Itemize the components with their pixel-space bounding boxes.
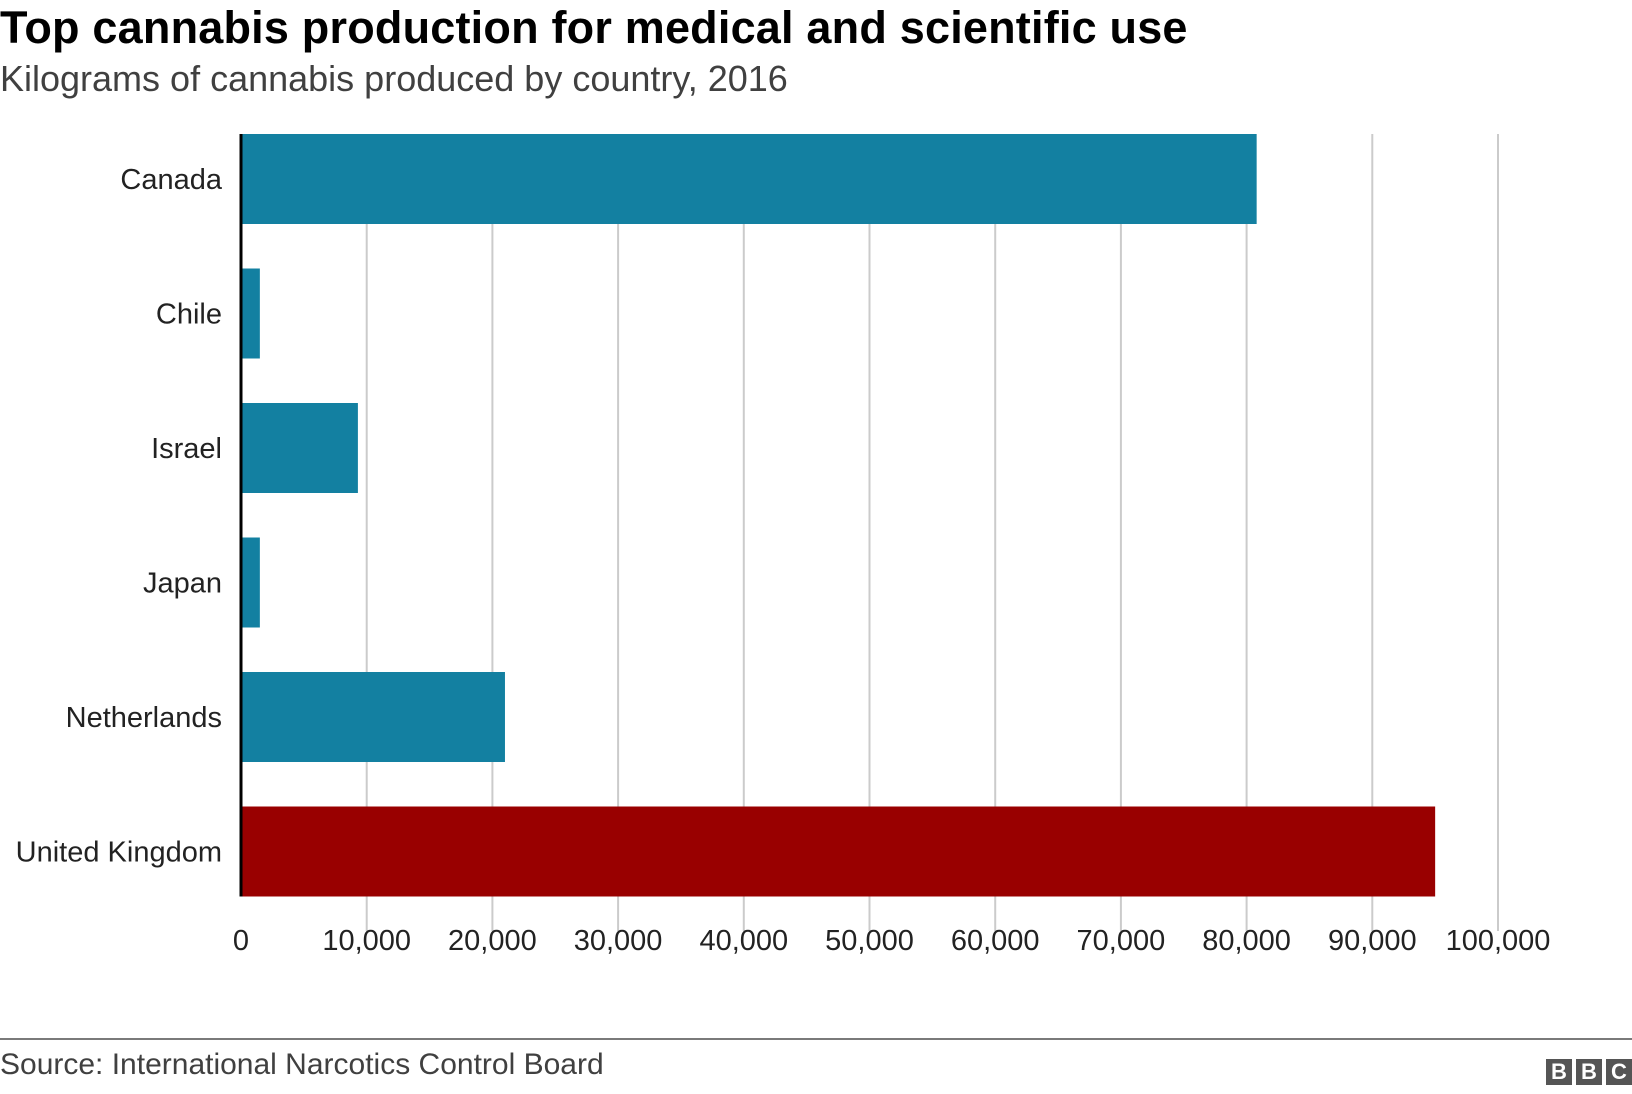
bar-israel [241,403,358,493]
bar-chart: Canada Chile Israel Japan Netherlands United … [0,110,1632,990]
x-tick-labels: 0 10,000 20,000 30,000 40,000 50,000 60,000 70,… [233,925,1550,957]
x-tick-label: 70,000 [1077,925,1166,957]
x-tick-label: 50,000 [825,925,914,957]
chart-subtitle: Kilograms of cannabis produced by countr… [0,58,788,100]
x-tick-label: 0 [233,925,249,957]
bbc-logo-block: B [1546,1059,1572,1085]
bbc-logo-block: B [1576,1059,1602,1085]
category-label: Chile [156,299,222,331]
category-label: Canada [120,164,222,196]
bbc-logo: B B C [1546,1059,1632,1085]
x-tick-label: 60,000 [951,925,1040,957]
bar-united-kingdom [241,807,1435,897]
bar-canada [241,134,1257,224]
x-tick-label: 20,000 [448,925,537,957]
footer-divider [0,1038,1632,1040]
x-tick-label: 80,000 [1202,925,1291,957]
category-labels: Canada Chile Israel Japan Netherlands United … [16,164,223,869]
chart-title: Top cannabis production for medical and … [0,2,1188,54]
x-tick-label: 10,000 [322,925,411,957]
bar-chile [241,269,260,359]
source-note: Source: International Narcotics Control … [0,1048,604,1082]
category-label: United Kingdom [16,837,222,869]
bar-japan [241,538,260,628]
x-tick-label: 90,000 [1328,925,1417,957]
bbc-logo-block: C [1606,1059,1632,1085]
bar-netherlands [241,672,505,762]
category-label: Israel [151,433,222,465]
category-label: Netherlands [66,702,222,734]
x-tick-label: 30,000 [574,925,663,957]
x-tick-label: 40,000 [699,925,788,957]
x-tick-label: 100,000 [1446,925,1551,957]
bars [241,134,1435,897]
category-label: Japan [143,568,222,600]
